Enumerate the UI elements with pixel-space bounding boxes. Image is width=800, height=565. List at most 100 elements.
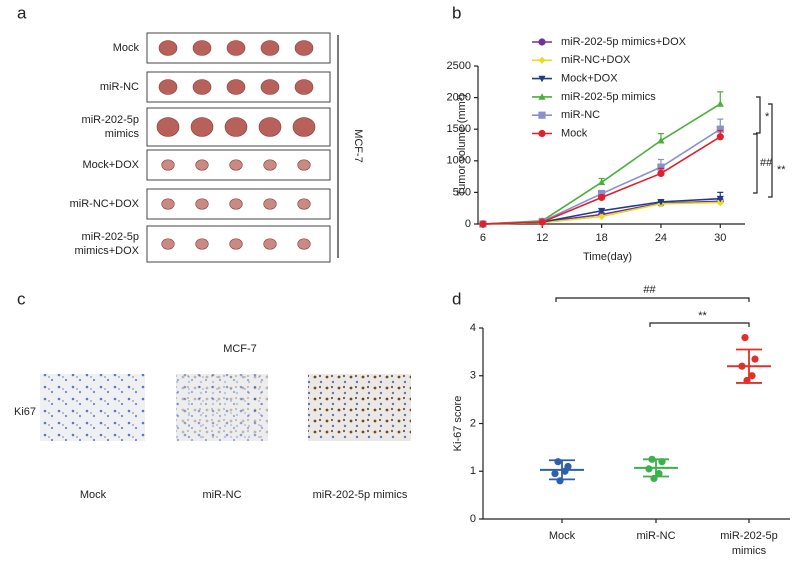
x-tick-label: 30 <box>714 232 726 244</box>
tumor <box>190 117 214 137</box>
tumor <box>260 79 280 95</box>
x-tick-label: 24 <box>655 232 667 244</box>
row-label: mimics <box>105 128 140 140</box>
panel-a: Mock miR-NC miR-202-5p mimics Mock+DOX miR-NC… <box>70 32 331 263</box>
marker <box>538 93 546 100</box>
y-tick-label: 1 <box>470 465 476 477</box>
marker <box>716 133 724 141</box>
marker <box>716 198 724 207</box>
marker <box>716 100 724 107</box>
sig-bracket <box>768 103 773 198</box>
marker <box>538 56 546 64</box>
tumor <box>156 117 180 137</box>
x-tick-label: 12 <box>536 232 548 244</box>
tumor <box>195 198 209 210</box>
group-label: miR-NC <box>202 489 241 501</box>
x-axis-label: Time(day) <box>583 251 632 263</box>
y-tick-label: 3 <box>470 370 476 382</box>
marker <box>657 199 665 206</box>
marker <box>657 169 665 178</box>
marker <box>538 111 546 119</box>
y-tick-label: 1500 <box>447 123 471 135</box>
tumor <box>229 198 243 210</box>
panel-label: d <box>452 289 461 308</box>
tumor <box>294 79 314 95</box>
group-label: Mock <box>80 489 107 501</box>
y-tick-label: 500 <box>453 186 471 198</box>
y-tick-label: 0 <box>470 513 476 525</box>
panel-label: c <box>17 289 26 308</box>
x-tick-label: miR-NC <box>636 530 675 542</box>
micrograph <box>308 374 411 441</box>
annotation: ** <box>777 164 786 176</box>
tumor <box>297 159 311 171</box>
y-axis-label: Tumor volume (mm³) <box>456 94 468 196</box>
tumor <box>229 238 243 250</box>
x-tick-label: miR-202-5p mimics <box>720 530 777 557</box>
marker <box>598 207 606 215</box>
tumor <box>161 159 175 171</box>
micrograph <box>40 374 145 441</box>
row-label: miR-202-5p <box>82 231 139 243</box>
x-tick-label: 6 <box>480 232 486 244</box>
marker <box>598 212 606 221</box>
y-tick-label: 2 <box>470 417 476 429</box>
tumor <box>260 40 280 56</box>
data-point <box>655 470 663 478</box>
panel-label: a <box>17 3 27 22</box>
marker <box>538 218 546 226</box>
tumor <box>158 40 178 56</box>
tumor <box>161 238 175 250</box>
stain-label: Ki67 <box>14 406 36 418</box>
legend-label: miR-NC+DOX <box>561 54 631 66</box>
sig-bracket <box>756 96 761 134</box>
marker <box>538 129 546 138</box>
y-tick-label: 2500 <box>447 60 471 72</box>
marker <box>598 193 606 202</box>
tumor <box>297 238 311 250</box>
annotation: * <box>765 111 770 123</box>
panel-c: MCF-7 Ki67 Mock miR-NC miR-202-5p mimics <box>14 343 411 501</box>
tumor <box>263 198 277 210</box>
tumor <box>195 238 209 250</box>
row-label: Mock <box>113 42 140 54</box>
tumor <box>226 40 246 56</box>
y-tick-label: 4 <box>470 322 476 334</box>
tumor <box>195 159 209 171</box>
annotation: ## <box>760 157 773 169</box>
axis <box>482 328 790 520</box>
row-label: miR-202-5p <box>82 114 139 126</box>
row-label: miR-NC+DOX <box>70 198 140 210</box>
sd-bar <box>549 459 575 481</box>
marker <box>538 75 546 83</box>
marker <box>598 178 606 186</box>
marker <box>716 195 724 203</box>
marker <box>479 220 487 228</box>
legend-label: miR-NC <box>561 109 600 121</box>
sig-bracket <box>649 322 750 327</box>
y-tick-label: 2000 <box>447 92 471 104</box>
panel-title: MCF-7 <box>223 343 257 355</box>
legend-label: Mock+DOX <box>561 73 618 85</box>
tumor <box>294 40 314 56</box>
group-label: miR-202-5p mimics <box>313 489 408 501</box>
micrograph-overlay <box>176 374 268 441</box>
tumor <box>224 117 248 137</box>
sd-bar <box>643 458 669 478</box>
tumor <box>258 117 282 137</box>
row-label: Mock+DOX <box>82 159 139 171</box>
legend-label: miR-202-5p mimics+DOX <box>561 36 687 48</box>
tumor <box>192 79 212 95</box>
tumor <box>292 117 316 137</box>
sig-bracket <box>753 133 758 194</box>
row-label: miR-NC <box>100 81 139 93</box>
y-tick-label: 1000 <box>447 155 471 167</box>
marker <box>538 38 546 46</box>
data-point <box>554 458 562 466</box>
annotation: ## <box>643 284 656 296</box>
tumor <box>161 198 175 210</box>
tumor <box>226 79 246 95</box>
row-label: mimics+DOX <box>75 245 140 257</box>
tumor <box>192 40 212 56</box>
legend-label: miR-202-5p mimics <box>561 91 656 103</box>
